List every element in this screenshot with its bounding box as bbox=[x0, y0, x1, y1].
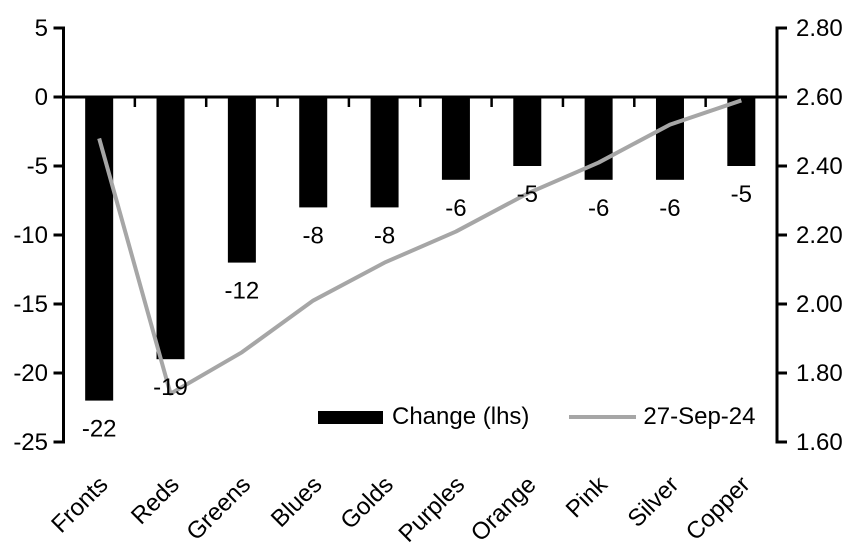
x-axis-category-label: Golds bbox=[335, 471, 398, 534]
y-axis-left-tick-label: -10 bbox=[13, 222, 48, 249]
x-axis-category-label: Greens bbox=[181, 471, 256, 546]
bar-value-label: -19 bbox=[153, 374, 188, 401]
bar-value-label: -5 bbox=[517, 181, 538, 208]
x-axis-category-label: Reds bbox=[126, 471, 185, 530]
bar-reds bbox=[156, 97, 185, 360]
legend-bar-swatch bbox=[318, 410, 383, 424]
bar-silver bbox=[655, 97, 684, 180]
bar-orange bbox=[513, 97, 542, 166]
bar-value-label: -8 bbox=[374, 222, 395, 249]
y-axis-right-tick-label: 1.60 bbox=[796, 429, 843, 456]
y-axis-right-tick-label: 2.00 bbox=[796, 291, 843, 318]
bar-value-label: -22 bbox=[82, 416, 117, 443]
bar-value-label: -5 bbox=[731, 181, 752, 208]
bar-greens bbox=[227, 97, 256, 263]
bar-value-label: -6 bbox=[445, 195, 466, 222]
line-series bbox=[97, 98, 742, 396]
bar-blues bbox=[299, 97, 328, 208]
bar-fronts bbox=[85, 97, 114, 401]
y-axis-left-tick-label: -5 bbox=[27, 153, 48, 180]
y-axis-left-tick-label: 5 bbox=[35, 15, 48, 42]
y-axis-right-tick-label: 1.80 bbox=[796, 360, 843, 387]
bar-value-label: -6 bbox=[659, 195, 680, 222]
x-axis-category-label: Pink bbox=[561, 470, 614, 523]
bar-purples bbox=[441, 97, 470, 180]
y-axis-left-tick-label: -15 bbox=[13, 291, 48, 318]
bar-value-label: -6 bbox=[588, 195, 609, 222]
y-axis-left-tick-label: -25 bbox=[13, 429, 48, 456]
bar-value-label: -8 bbox=[303, 222, 324, 249]
y-axis-left-tick-label: 0 bbox=[35, 84, 48, 111]
x-axis-category-label: Copper bbox=[681, 471, 756, 546]
chart-legend: Change (lhs) 27-Sep-24 bbox=[318, 403, 755, 431]
y-axis-right-tick-label: 2.20 bbox=[796, 222, 843, 249]
x-axis-category-label: Purples bbox=[394, 471, 471, 548]
bar-golds bbox=[370, 97, 399, 208]
y-axis-right-tick-label: 2.60 bbox=[796, 84, 843, 111]
x-axis-category-label: Blues bbox=[266, 471, 328, 533]
legend-label-bar-series: Change (lhs) bbox=[392, 403, 530, 430]
y-axis-right-tick-label: 2.80 bbox=[796, 15, 843, 42]
x-axis-category-label: Orange bbox=[466, 471, 542, 547]
y-axis-left-tick-label: -20 bbox=[13, 360, 48, 387]
legend-label-line-series: 27-Sep-24 bbox=[643, 403, 756, 430]
bar-copper bbox=[727, 97, 756, 166]
legend-line-swatch bbox=[569, 415, 637, 419]
y-axis-right-tick-label: 2.40 bbox=[796, 153, 843, 180]
x-axis-category-label: Fronts bbox=[46, 471, 113, 538]
bar-value-label: -12 bbox=[225, 278, 260, 305]
x-axis-category-label: Silver bbox=[623, 471, 685, 533]
